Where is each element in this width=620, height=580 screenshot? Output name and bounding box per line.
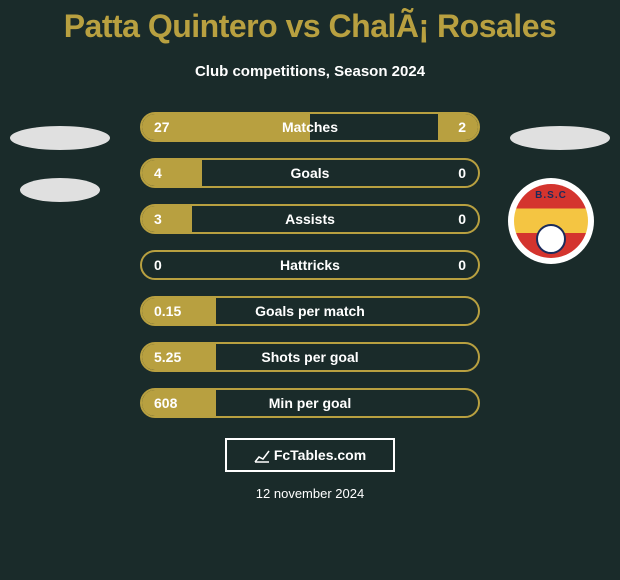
stat-row: 5.25 Shots per goal (140, 342, 480, 372)
stat-label: Assists (285, 211, 335, 227)
comparison-title: Patta Quintero vs ChalÃ¡ Rosales (0, 0, 620, 45)
stat-row: 608 Min per goal (140, 388, 480, 418)
stat-value-left: 3 (154, 211, 162, 227)
chart-icon (254, 447, 270, 463)
stat-row: 27 2 Matches (140, 112, 480, 142)
stat-value-left: 608 (154, 395, 177, 411)
comparison-subtitle: Club competitions, Season 2024 (0, 63, 620, 80)
stat-label: Shots per goal (261, 349, 358, 365)
stat-value-left: 0 (154, 257, 162, 273)
club-badge-ball-icon (536, 224, 566, 254)
stat-label: Goals per match (255, 303, 365, 319)
stat-label: Matches (282, 119, 338, 135)
club-badge-text: B.S.C (535, 190, 567, 201)
stat-row: 4 0 Goals (140, 158, 480, 188)
stats-container: 27 2 Matches 4 0 Goals 3 0 Assists 0 0 Hattricks 0.1… (0, 112, 620, 418)
stat-fill-left (142, 160, 202, 186)
stat-value-left: 0.15 (154, 303, 181, 319)
stat-value-left: 4 (154, 165, 162, 181)
stat-row: 3 0 Assists (140, 204, 480, 234)
player-right-avatar (510, 126, 610, 150)
player-left-avatar-2 (20, 178, 100, 202)
footer-logo[interactable]: FcTables.com (225, 438, 395, 472)
stat-value-left: 5.25 (154, 349, 181, 365)
stat-value-left: 27 (154, 119, 170, 135)
club-badge: B.S.C (508, 178, 594, 264)
footer-logo-text: FcTables.com (274, 447, 366, 463)
stat-row: 0 0 Hattricks (140, 250, 480, 280)
player-left-avatar-1 (10, 126, 110, 150)
stat-row: 0.15 Goals per match (140, 296, 480, 326)
stat-label: Min per goal (269, 395, 351, 411)
stat-value-right: 2 (458, 119, 466, 135)
stat-value-right: 0 (458, 165, 466, 181)
club-badge-stripes: B.S.C (514, 184, 588, 258)
stat-label: Hattricks (280, 257, 340, 273)
stat-fill-left (142, 206, 192, 232)
footer-date: 12 november 2024 (0, 486, 620, 501)
stat-label: Goals (291, 165, 330, 181)
stat-value-right: 0 (458, 211, 466, 227)
stat-value-right: 0 (458, 257, 466, 273)
